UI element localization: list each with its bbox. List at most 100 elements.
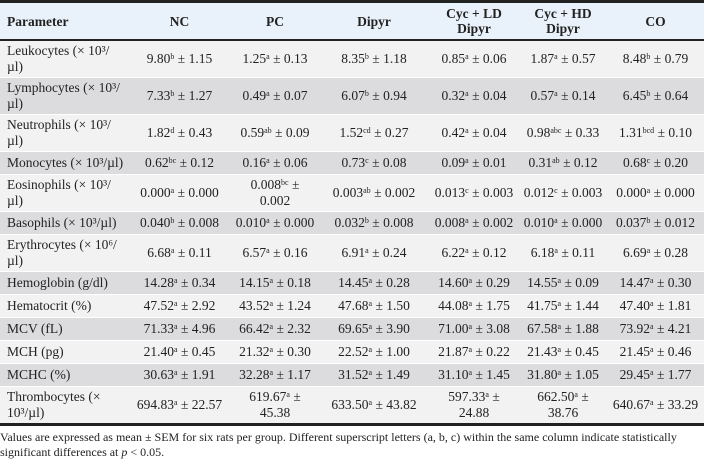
parameter-name: Neutrophils (× 10³/µl) [7,117,111,148]
parameter-name: Erythrocytes (× 10⁶/µl) [7,237,117,268]
significance-letter: a [468,345,473,354]
mean-value: 0.032 [334,215,365,230]
sem-value: 0.11 [572,245,596,260]
significance-letter: a [269,322,274,331]
significance-letter: a [170,186,175,195]
value-cell: 67.58a ± 1.88 [527,321,599,336]
mean-value: 1.31 [619,125,643,140]
significance-letter: a [368,299,373,308]
mean-value: 47.68 [338,298,369,313]
sem-value: 0.012 [664,215,695,230]
value-cell: 0.68c ± 0.20 [623,155,688,170]
mean-value: 71.00 [438,321,469,336]
table-row: Erythrocytes (× 10⁶/µl) 6.68a ± 0.11 6.57a… [0,234,704,272]
significance-letter: a [650,322,654,331]
significance-letter: a [650,368,654,377]
significance-letter: a [365,246,369,255]
column-header: PC [266,13,284,29]
mean-value: 14.28 [143,275,174,290]
sem-value: 1.18 [383,51,407,66]
significance-letter: a [170,246,175,255]
significance-letter: c [465,186,469,195]
significance-letter: a [557,368,562,377]
value-cell: 21.43a ± 0.45 [527,344,599,359]
parameter-name: Hemoglobin (g/dl) [7,275,108,290]
sem-value: 1.24 [287,298,311,313]
sem-value: 0.24 [382,245,407,260]
sem-value: 1.15 [188,51,213,66]
significance-letter: b [170,216,175,225]
value-cell: 14.55a ± 0.09 [527,275,599,290]
value-cell: 44.08a ± 1.75 [438,298,510,313]
significance-letter: a [269,299,274,308]
significance-letter: a [468,299,473,308]
sem-value: 45.38 [259,405,291,420]
mean-value: 67.58 [527,321,558,336]
sem-value: 0.33 [575,125,600,140]
value-cell: 7.33b ± 1.27 [146,88,213,103]
value-cell: 32.28a ± 1.17 [239,367,311,382]
mean-value: 0.59 [240,125,265,140]
significance-letter: a [554,89,558,98]
value-cell: 21.32a ± 0.30 [239,344,311,359]
mean-value: 0.57 [530,88,555,103]
table-row: MCH (pg) 21.40a ± 0.45 21.32a ± 0.30 22.52a… [0,340,704,364]
sem-value: 0.30 [667,275,692,290]
value-cell: 0.013c ± 0.003 [434,185,514,200]
value-cell: 47.68a ± 1.50 [338,298,410,313]
sem-value: 0.12 [482,245,507,260]
value-cell: 1.52cd ± 0.27 [339,125,409,140]
column-header: Dipyr [357,13,391,29]
significance-letter: bc [168,156,177,165]
mean-value: 29.45 [619,367,650,382]
sem-value: 0.04 [482,88,507,103]
significance-letter: a [557,299,562,308]
significance-letter: a [368,368,373,377]
significance-letter: a [368,345,373,354]
sem-value: 4.21 [667,321,692,336]
mean-value: 7.33 [146,88,171,103]
value-cell: 0.32a ± 0.04 [441,88,507,103]
value-cell: 6.22a ± 0.12 [441,245,507,260]
value-cell: 0.09a ± 0.01 [441,155,507,170]
mean-value: 0.73 [341,155,366,170]
mean-value: 6.22 [441,245,466,260]
value-cell: 73.92a ± 4.21 [619,321,692,336]
value-cell: 694.83a ± 22.57 [136,397,223,412]
value-cell: 22.52a ± 1.00 [338,344,410,359]
table-row: Basophils (× 10³/µl) 0.040b ± 0.008 0.010a… [0,211,704,235]
sem-value: 0.003 [482,185,514,200]
value-cell: 619.67a ± 45.38 [249,389,301,420]
mean-value: 69.65 [338,321,369,336]
sem-value: 1.91 [191,367,216,382]
sem-value: 38.76 [547,405,579,420]
mean-value: 21.32 [239,344,270,359]
value-cell: 66.42a ± 2.32 [239,321,311,336]
value-cell: 71.00a ± 3.08 [438,321,510,336]
parameter-name: Monocytes (× 10³/µl) [7,155,124,170]
mean-value: 0.008 [250,177,281,192]
sem-value: 0.22 [486,344,510,359]
value-cell: 0.012c ± 0.003 [523,185,603,200]
parameter-name: MCH (pg) [7,344,64,359]
footnote-p-symbol: p [121,445,128,459]
mean-value: 1.52 [339,125,364,140]
sem-value: 0.06 [482,51,507,66]
mean-value: 21.43 [527,344,558,359]
significance-letter: cd [363,126,371,135]
significance-letter: a [574,390,578,399]
value-cell: 21.40a ± 0.45 [143,344,216,359]
sem-value: 0.79 [664,51,689,66]
sem-value: 43.82 [386,397,417,412]
table-row: Neutrophils (× 10³/µl) 1.82d ± 0.43 0.59ab… [0,114,704,152]
significance-letter: a [646,246,651,255]
significance-letter: b [364,52,369,61]
significance-letter: a [368,322,373,331]
mean-value: 14.55 [527,275,558,290]
sem-value: 0.64 [664,88,689,103]
parameter-name: Lymphocytes (× 10³/µl) [7,80,120,111]
mean-value: 0.003 [332,185,364,200]
significance-letter: b [646,89,651,98]
sem-value: 0.11 [188,245,212,260]
sem-value: 0.20 [664,155,688,170]
